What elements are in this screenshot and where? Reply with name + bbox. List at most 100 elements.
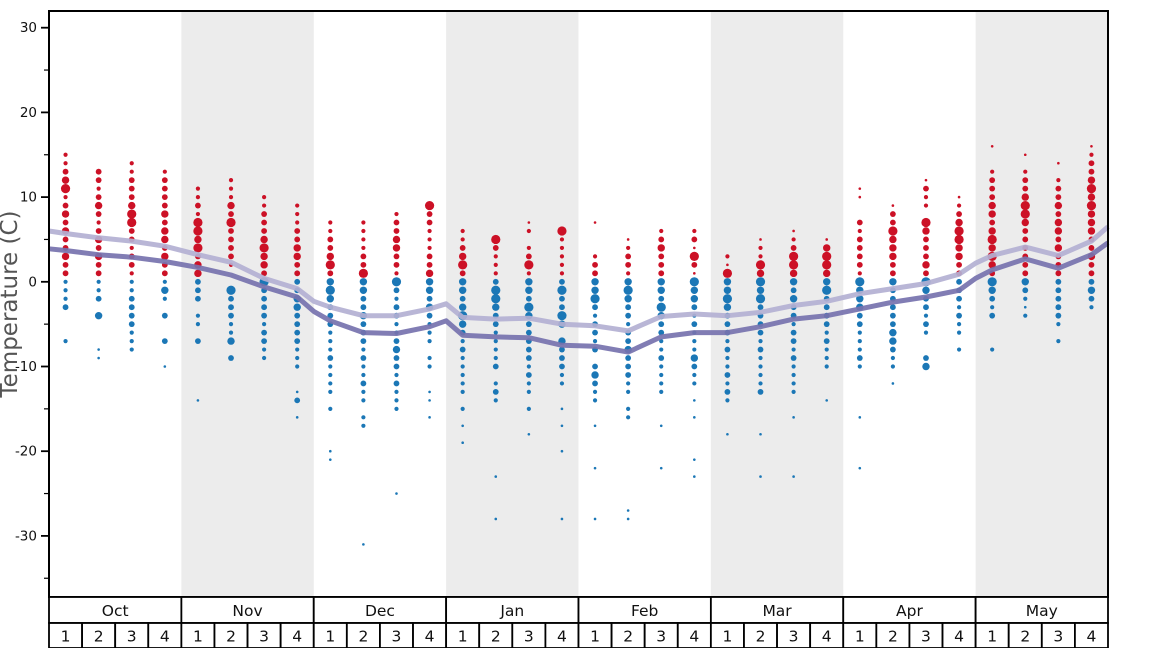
dot-below-freezing <box>791 381 796 386</box>
dot-below-freezing <box>95 295 102 302</box>
dot-above-freezing <box>293 244 301 252</box>
dot-above-freezing <box>888 226 898 236</box>
dot-below-freezing <box>560 449 564 453</box>
week-number-label: 2 <box>756 628 766 646</box>
dot-below-freezing <box>1023 313 1028 318</box>
dot-above-freezing <box>427 237 432 242</box>
dot-above-freezing <box>127 217 137 228</box>
dot-below-freezing <box>261 295 268 302</box>
y-axis-title: Temperature (C) <box>0 210 23 398</box>
dot-below-freezing <box>625 338 632 344</box>
dot-below-freezing <box>493 330 498 335</box>
dot-below-freezing <box>756 286 765 294</box>
dot-above-freezing <box>161 252 169 261</box>
dot-below-freezing <box>161 312 168 319</box>
dot-above-freezing <box>990 144 994 148</box>
dot-below-freezing <box>791 364 796 369</box>
dot-below-freezing <box>393 355 400 361</box>
dot-below-freezing <box>956 305 962 310</box>
dot-above-freezing <box>1086 184 1097 194</box>
dot-above-freezing <box>889 219 896 226</box>
dot-above-freezing <box>394 211 399 217</box>
dot-below-freezing <box>360 304 367 311</box>
dot-above-freezing <box>923 270 929 277</box>
dot-below-freezing <box>626 415 631 420</box>
dot-above-freezing <box>825 238 829 241</box>
dot-below-freezing <box>526 381 531 386</box>
dot-above-freezing <box>891 204 895 207</box>
dot-below-freezing <box>328 381 333 386</box>
dot-below-freezing <box>492 303 500 311</box>
dot-below-freezing <box>392 345 401 354</box>
dot-below-freezing <box>891 382 895 385</box>
dot-above-freezing <box>293 252 301 261</box>
dot-below-freezing <box>626 381 631 386</box>
dot-below-freezing <box>228 295 234 302</box>
dot-below-freezing <box>294 278 301 285</box>
dot-below-freezing <box>261 312 268 319</box>
dot-below-freezing <box>591 371 599 379</box>
dot-below-freezing <box>393 287 400 294</box>
dot-below-freezing <box>757 304 764 311</box>
dot-above-freezing <box>722 268 733 278</box>
dot-below-freezing <box>724 321 731 328</box>
dot-above-freezing <box>193 217 203 228</box>
dot-below-freezing <box>460 355 465 361</box>
dot-below-freezing <box>129 347 134 352</box>
dot-below-freezing <box>592 380 598 387</box>
dot-above-freezing <box>858 187 862 190</box>
dot-below-freezing <box>560 424 564 428</box>
dot-below-freezing <box>823 338 830 344</box>
dot-below-freezing <box>690 354 699 362</box>
dot-above-freezing <box>1088 160 1095 167</box>
week-number-label: 1 <box>325 628 335 646</box>
dot-above-freezing <box>492 245 499 251</box>
dot-below-freezing <box>525 329 532 336</box>
dot-above-freezing <box>458 260 468 270</box>
dot-below-freezing <box>394 322 399 327</box>
dot-above-freezing <box>856 245 863 251</box>
week-cell <box>941 622 977 648</box>
dot-below-freezing <box>592 329 598 336</box>
week-number-label: 4 <box>954 628 964 646</box>
dot-below-freezing <box>593 424 597 428</box>
dot-below-freezing <box>525 278 533 286</box>
dot-above-freezing <box>823 269 831 278</box>
dot-above-freezing <box>1020 200 1030 211</box>
dot-above-freezing <box>1088 270 1095 277</box>
dot-above-freezing <box>923 185 929 192</box>
dot-below-freezing <box>1055 278 1062 285</box>
dot-below-freezing <box>195 278 201 285</box>
dot-below-freezing <box>692 338 697 344</box>
dot-above-freezing <box>592 270 598 277</box>
dot-above-freezing <box>524 260 534 270</box>
dot-above-freezing <box>458 252 467 261</box>
dot-below-freezing <box>658 355 665 361</box>
dot-below-freezing <box>659 466 663 470</box>
dot-above-freezing <box>691 261 698 268</box>
week-number-label: 3 <box>656 628 666 646</box>
dot-above-freezing <box>195 202 201 209</box>
dot-below-freezing <box>824 364 829 369</box>
dot-below-freezing <box>62 304 69 311</box>
dot-below-freezing <box>755 294 766 304</box>
dot-below-freezing <box>63 338 68 344</box>
dot-below-freezing <box>493 398 498 403</box>
dot-above-freezing <box>758 254 763 259</box>
dot-above-freezing <box>759 238 762 241</box>
dot-above-freezing <box>328 220 333 225</box>
dot-below-freezing <box>460 389 465 395</box>
dot-below-freezing <box>394 398 399 403</box>
week-number-label: 3 <box>392 628 402 646</box>
dot-below-freezing <box>1056 322 1061 327</box>
dot-below-freezing <box>1088 295 1095 302</box>
dot-above-freezing <box>1055 270 1062 277</box>
dot-above-freezing <box>822 251 832 261</box>
dot-above-freezing <box>394 271 399 276</box>
dot-above-freezing <box>361 220 366 225</box>
dot-below-freezing <box>857 330 862 335</box>
week-number-label: 2 <box>358 628 368 646</box>
dot-below-freezing <box>129 288 134 293</box>
dot-below-freezing <box>393 363 400 370</box>
dot-below-freezing <box>1021 278 1029 286</box>
